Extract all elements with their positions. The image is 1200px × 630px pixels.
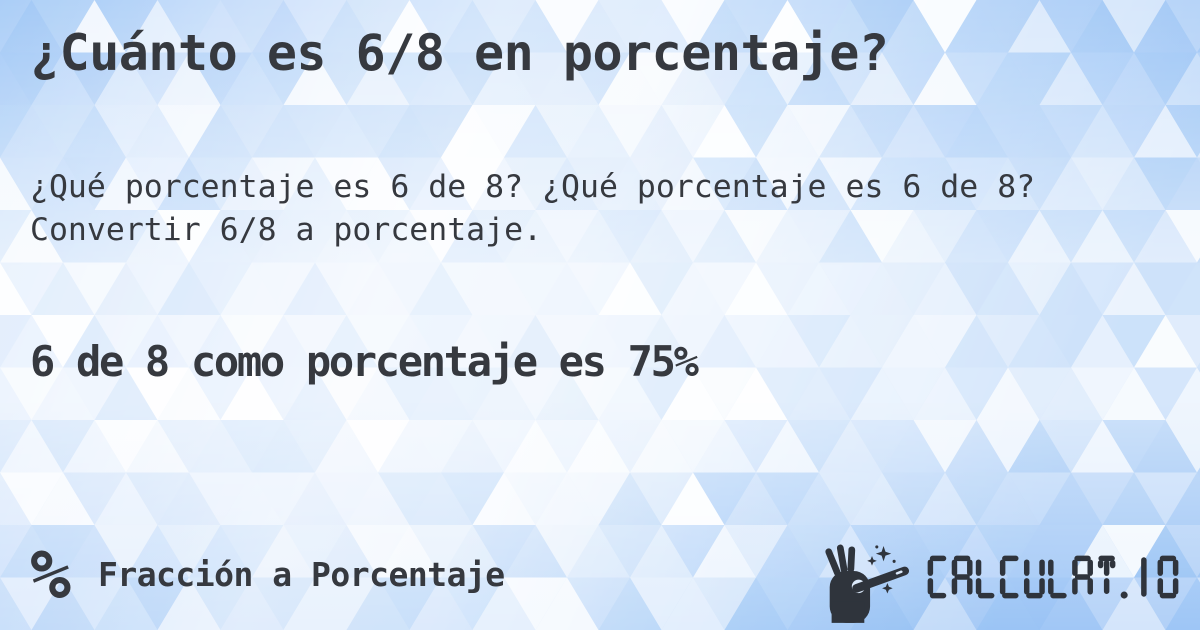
page-description: ¿Qué porcentaje es 6 de 8? ¿Qué porcenta…: [30, 169, 1036, 248]
percent-icon: %: [30, 536, 71, 615]
answer-heading: 6 de 8 como porcentaje es 75%: [30, 337, 699, 386]
brand-wordmark: [927, 555, 1179, 599]
page-title: ¿Cuánto es 6/8 en porcentaje?: [30, 24, 889, 82]
category-label: Fracción a Porcentaje: [97, 554, 505, 594]
brand-logo: [822, 542, 1180, 623]
category-badge: % Fracción a Porcentaje: [30, 536, 505, 615]
magic-wand-hand-icon: [825, 544, 910, 623]
